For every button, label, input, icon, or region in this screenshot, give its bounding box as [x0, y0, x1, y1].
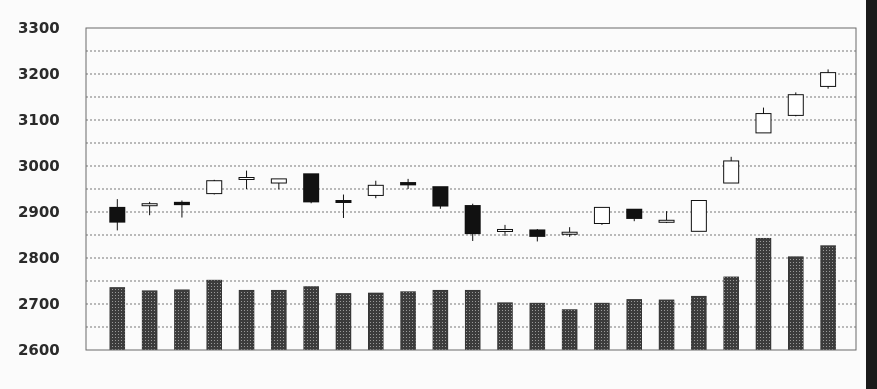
candle-body — [658, 219, 675, 223]
volume-bar — [400, 291, 416, 351]
volume-bar — [141, 290, 158, 351]
volume-bar — [271, 289, 287, 351]
volume-bar — [497, 302, 513, 351]
y-tick-label: 3200 — [18, 65, 60, 83]
plot-area-border — [85, 27, 857, 351]
volume-bar — [594, 302, 610, 351]
volume-bar — [206, 279, 222, 351]
candle-body — [303, 173, 320, 203]
candle-body — [690, 200, 707, 232]
volume-bar — [464, 289, 481, 351]
candle-body — [561, 231, 578, 235]
volume-bar — [174, 289, 190, 351]
y-tick-label: 3300 — [18, 19, 60, 37]
candle-body — [593, 206, 610, 224]
candle-body — [529, 229, 546, 237]
volume-bar — [529, 302, 546, 351]
candle-body — [335, 200, 352, 203]
candle-body — [400, 182, 417, 186]
candle-body — [238, 177, 255, 180]
candle-body — [464, 205, 481, 235]
y-tick-label: 2800 — [18, 249, 60, 267]
volume-bar — [238, 289, 255, 351]
volume-bar — [723, 276, 739, 351]
volume-bar — [755, 237, 772, 351]
candle-body — [270, 178, 287, 184]
candle-body — [432, 186, 449, 207]
candle-body — [109, 206, 126, 223]
candle-body — [626, 208, 643, 219]
candle-body — [173, 201, 190, 206]
volume-bar — [109, 287, 126, 351]
y-tick-label: 2900 — [18, 203, 60, 221]
candle-body — [367, 184, 384, 196]
volume-bar — [820, 245, 836, 351]
volume-bar — [561, 309, 578, 351]
volume-bar — [368, 292, 384, 351]
candle-body — [755, 113, 772, 134]
volume-bar — [626, 299, 642, 351]
volume-bar — [658, 299, 675, 351]
volume-bar — [335, 293, 352, 351]
candle-body — [787, 94, 804, 116]
y-tick-label: 3000 — [18, 157, 60, 175]
candle-body — [497, 228, 514, 232]
volume-bar — [303, 286, 319, 351]
y-tick-label: 3100 — [18, 111, 60, 129]
y-tick-label: 2600 — [18, 341, 60, 359]
candle-body — [723, 160, 740, 184]
candle-body — [141, 203, 158, 207]
candle-body — [820, 72, 837, 87]
volume-bar — [432, 289, 449, 351]
y-tick-label: 2700 — [18, 295, 60, 313]
candle-body — [206, 180, 223, 195]
volume-bar — [788, 256, 804, 351]
volume-bar — [691, 295, 707, 351]
